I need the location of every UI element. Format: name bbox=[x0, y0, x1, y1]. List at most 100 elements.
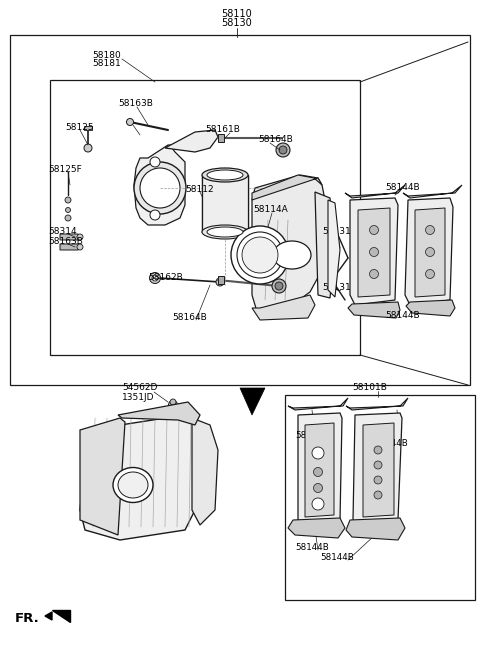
Circle shape bbox=[275, 282, 283, 290]
Polygon shape bbox=[45, 612, 52, 620]
Polygon shape bbox=[165, 130, 218, 152]
Polygon shape bbox=[358, 208, 390, 297]
Text: 1351JD: 1351JD bbox=[122, 392, 155, 402]
Circle shape bbox=[77, 234, 83, 240]
Ellipse shape bbox=[237, 232, 283, 278]
Polygon shape bbox=[363, 423, 394, 517]
Polygon shape bbox=[240, 388, 265, 415]
Circle shape bbox=[150, 210, 160, 220]
Text: 58161B: 58161B bbox=[205, 125, 240, 135]
Text: 58144B: 58144B bbox=[320, 554, 354, 562]
Text: 58162B: 58162B bbox=[148, 272, 183, 281]
Ellipse shape bbox=[202, 168, 248, 182]
Ellipse shape bbox=[242, 237, 278, 273]
Ellipse shape bbox=[273, 241, 311, 269]
Text: 58163B: 58163B bbox=[118, 99, 153, 108]
Ellipse shape bbox=[207, 170, 243, 180]
Text: 58101B: 58101B bbox=[352, 383, 387, 392]
Ellipse shape bbox=[113, 468, 153, 503]
Polygon shape bbox=[315, 192, 335, 298]
Text: 58144B: 58144B bbox=[385, 310, 420, 319]
Text: 58110: 58110 bbox=[222, 9, 252, 19]
Polygon shape bbox=[134, 145, 185, 225]
Polygon shape bbox=[345, 185, 405, 198]
Text: 58131: 58131 bbox=[322, 283, 351, 293]
Polygon shape bbox=[403, 185, 462, 198]
Text: 54562D: 54562D bbox=[122, 383, 157, 392]
Text: 58314: 58314 bbox=[48, 227, 77, 236]
Circle shape bbox=[425, 247, 434, 257]
Circle shape bbox=[313, 483, 323, 492]
Circle shape bbox=[140, 168, 180, 208]
Polygon shape bbox=[405, 198, 453, 305]
Polygon shape bbox=[415, 208, 445, 297]
Ellipse shape bbox=[207, 227, 243, 237]
Circle shape bbox=[152, 275, 158, 281]
Text: 58125: 58125 bbox=[65, 123, 94, 133]
Circle shape bbox=[150, 157, 160, 167]
Circle shape bbox=[374, 491, 382, 499]
Circle shape bbox=[374, 476, 382, 484]
Text: 58163B: 58163B bbox=[48, 238, 83, 246]
Text: 58112: 58112 bbox=[185, 185, 214, 195]
Text: 58144B: 58144B bbox=[295, 543, 329, 552]
Polygon shape bbox=[118, 402, 200, 425]
Polygon shape bbox=[406, 300, 455, 316]
Text: 58164B: 58164B bbox=[172, 313, 207, 323]
Polygon shape bbox=[288, 398, 348, 410]
Circle shape bbox=[149, 272, 160, 283]
Polygon shape bbox=[192, 418, 218, 525]
Circle shape bbox=[65, 197, 71, 203]
Circle shape bbox=[272, 279, 286, 293]
Circle shape bbox=[425, 225, 434, 234]
Text: 58181: 58181 bbox=[92, 59, 121, 69]
Circle shape bbox=[84, 144, 92, 152]
Circle shape bbox=[134, 162, 186, 214]
Circle shape bbox=[168, 400, 178, 409]
Circle shape bbox=[425, 270, 434, 278]
Polygon shape bbox=[252, 175, 325, 315]
Text: 58164B: 58164B bbox=[258, 136, 293, 144]
Circle shape bbox=[370, 247, 379, 257]
Text: 58125F: 58125F bbox=[48, 165, 82, 174]
Bar bbox=[285, 395, 475, 600]
Polygon shape bbox=[52, 610, 70, 622]
Circle shape bbox=[312, 498, 324, 510]
Polygon shape bbox=[350, 198, 398, 305]
Bar bbox=[50, 80, 360, 355]
Circle shape bbox=[170, 399, 176, 405]
Circle shape bbox=[65, 215, 71, 221]
Polygon shape bbox=[80, 415, 200, 540]
Polygon shape bbox=[346, 398, 408, 410]
Circle shape bbox=[77, 244, 83, 250]
Circle shape bbox=[370, 270, 379, 278]
Polygon shape bbox=[305, 423, 334, 517]
Polygon shape bbox=[252, 175, 322, 200]
Polygon shape bbox=[80, 418, 125, 535]
Text: 58114A: 58114A bbox=[253, 206, 288, 214]
Polygon shape bbox=[288, 518, 345, 538]
Circle shape bbox=[370, 225, 379, 234]
Circle shape bbox=[279, 146, 287, 154]
Polygon shape bbox=[60, 244, 80, 250]
Ellipse shape bbox=[231, 226, 289, 284]
Polygon shape bbox=[252, 295, 315, 320]
Text: FR.: FR. bbox=[15, 611, 40, 624]
Circle shape bbox=[127, 118, 133, 125]
Polygon shape bbox=[328, 200, 340, 297]
Polygon shape bbox=[218, 276, 224, 284]
Polygon shape bbox=[348, 302, 400, 318]
Circle shape bbox=[312, 447, 324, 459]
Polygon shape bbox=[353, 413, 402, 525]
Text: 58131: 58131 bbox=[322, 227, 351, 236]
Bar bbox=[10, 35, 470, 385]
Circle shape bbox=[276, 143, 290, 157]
Text: 58130: 58130 bbox=[222, 18, 252, 28]
Ellipse shape bbox=[202, 225, 248, 239]
Circle shape bbox=[374, 461, 382, 469]
Circle shape bbox=[65, 208, 71, 212]
Circle shape bbox=[374, 446, 382, 454]
Polygon shape bbox=[84, 126, 92, 130]
Text: 58144B: 58144B bbox=[295, 430, 329, 439]
Polygon shape bbox=[298, 413, 342, 525]
